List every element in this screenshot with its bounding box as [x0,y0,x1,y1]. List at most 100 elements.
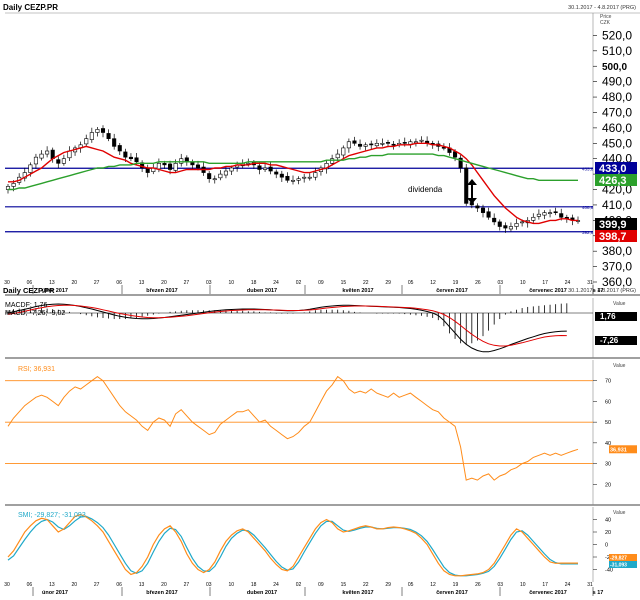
x-day-label: 30 [4,280,10,286]
x-day-label: 10 [228,280,234,286]
candle-body [56,159,61,164]
x-day-label: 20 [161,582,167,588]
smi-tick-label: -40 [605,568,613,574]
dividend-annotation: dividenda [408,185,443,194]
smi-tick-label: 0 [605,543,608,549]
price-axis-title: Price [600,14,612,20]
rsi-badge: 36,931 [610,447,627,453]
candle-body [441,147,446,149]
candle-body [89,132,94,140]
candle-body [195,164,201,169]
smi-tick-label: 40 [605,518,611,524]
level-label: 408,8 [582,205,594,210]
candle-body [279,173,284,178]
x-month-label: duben 2017 [247,288,277,294]
x-day-label: 06 [116,582,122,588]
x-day-label: 02 [296,280,302,286]
x-month-label: květen 2017 [342,288,373,294]
candle-body [352,140,357,144]
level-label: 392,6 [582,230,594,235]
x-month-label: červenec 2017 [529,288,567,294]
rsi-tick-label: 40 [605,441,611,447]
badge-sma-a: 433,0 [599,163,627,175]
candle-body [106,133,111,139]
x-day-label: 19 [453,582,459,588]
x-day-label: 10 [520,280,526,286]
candle-body [168,163,173,170]
candle-body [307,176,312,179]
x-day-label: 22 [363,280,369,286]
x-day-label: 24 [273,582,279,588]
candle-body [218,173,223,179]
macd-badge-2: -7,26 [600,336,619,345]
x-day-label: 15 [341,582,347,588]
macd-legend-2: MACD; -7,26; -9,02 [5,310,65,317]
smi-legend: SMI; -29,827; -31,093 [18,512,86,519]
candle-body [84,138,89,145]
candle-body [385,142,391,144]
macd-badge-2-bg [595,336,637,345]
x-day-label: 12 [430,582,436,588]
x-month-label: březen 2017 [146,288,178,294]
candle-body [257,165,262,170]
candle-body [486,211,491,218]
smi-tick-label: -20 [605,555,613,561]
x-month-label: červenec 2017 [529,590,567,596]
candle-body [28,164,33,173]
price-tick-label: 520,0 [602,28,632,42]
candle-body [95,129,100,133]
price-tick-label: 510,0 [602,44,632,58]
candle-body [190,162,195,166]
candle-body [112,138,117,147]
candle-body [341,147,346,156]
x-day-label: 02 [296,582,302,588]
x-day-label: 13 [49,582,55,588]
price-tick-label: 370,0 [602,260,632,274]
candle-body [419,139,424,142]
x-day-label: 09 [318,582,324,588]
candle-body [223,170,228,176]
x-day-label: 18 [251,582,257,588]
smi-tick-label: 20 [605,530,611,536]
candle-body [302,176,307,179]
main-title: Daily CEZP.PR [3,3,58,12]
badge-last: 399,9 [599,219,627,231]
x-day-label: 26 [475,582,481,588]
x-day-label: 17 [542,280,548,286]
x-day-label: 06 [27,582,33,588]
x-day-label: 31 [587,280,593,286]
main-date-range: 30.1.2017 - 4.8.2017 (PRG) [568,5,636,11]
candle-body [391,143,396,146]
x-day-label: 06 [27,280,33,286]
x-day-label: 24 [273,280,279,286]
price-tick-label: 380,0 [602,244,632,258]
price-tick-label: 500,0 [602,62,627,73]
candle-body [363,144,368,147]
candle-body [508,226,513,230]
x-day-label: 26 [475,280,481,286]
badge-prev: 398,7 [599,231,627,243]
x-month-label: s 17 [593,288,604,294]
sma-slow-line [8,153,578,191]
candle-body [128,156,133,160]
x-day-label: 27 [94,582,100,588]
x-day-label: 24 [565,582,571,588]
x-day-label: 20 [71,582,77,588]
rsi-tick-label: 50 [605,420,611,426]
x-day-label: 03 [206,582,212,588]
candle-body [263,167,268,170]
candle-body [100,128,106,133]
price-tick-label: 480,0 [602,90,632,104]
price-tick-label: 360,0 [602,275,632,289]
badge-prev-bg [595,230,637,242]
candle-body [134,157,139,163]
candle-body [5,186,11,190]
currency-label: CZK [600,20,611,26]
dividend-arrow-head-down [467,198,477,204]
price-tick-label: 450,0 [602,136,632,150]
macd-badge-1: 1,76 [600,312,616,321]
candle-body [61,158,66,164]
candle-body [475,205,480,209]
candle-body [536,213,541,217]
